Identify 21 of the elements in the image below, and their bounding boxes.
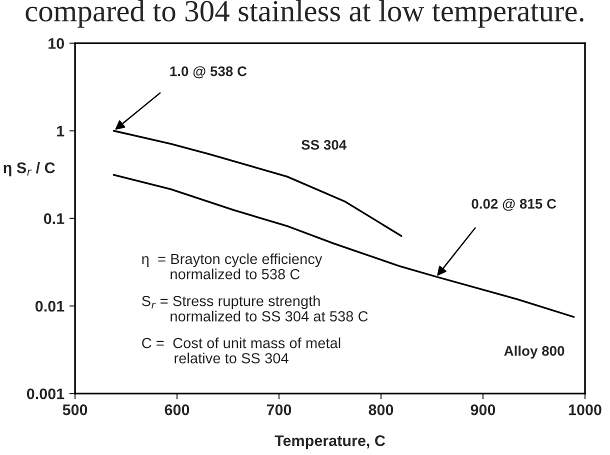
- x-tick-label: 900: [470, 404, 496, 416]
- chart-title: compared to 304 stainless at low temperature.: [26, 0, 584, 28]
- x-tick-label: 600: [164, 404, 190, 416]
- y-axis-title: η S$_{r}$ / C: [4, 162, 55, 176]
- annotation: S$_{r}$ = Stress rupture strength normalized to SS 304 at 538 C: [142, 295, 368, 322]
- y-tick-label: 10: [48, 38, 64, 49]
- x-tick-label: 700: [266, 404, 292, 416]
- text: Alloy 800: [504, 346, 564, 359]
- y-tick-label: 0.001: [26, 388, 64, 400]
- x-tick-label: 800: [368, 404, 394, 416]
- annotation: C = Cost of unit mass of metal relative to SS 304: [142, 338, 340, 364]
- x-tick-label: 500: [62, 404, 88, 416]
- y-tick-label: 1: [57, 126, 64, 136]
- text: SS 304: [301, 140, 347, 150]
- y-tick-label: 0.01: [35, 300, 64, 312]
- annotation: 0.02 @ 815 C: [472, 198, 556, 211]
- annotation: 1.0 @ 538 C: [170, 66, 247, 78]
- x-tick-label: 1000: [568, 404, 602, 416]
- x-axis-title: Temperature, C: [274, 435, 386, 450]
- annotation: η = Brayton cycle efficiency normalized to 538 C: [142, 253, 322, 280]
- y-tick-label: 0.1: [44, 213, 64, 224]
